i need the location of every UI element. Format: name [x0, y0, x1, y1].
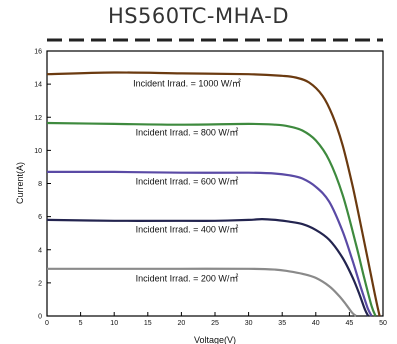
iv-curve-line — [46, 170, 373, 317]
iv-curve-line — [47, 267, 357, 317]
x-tick-label: 30 — [245, 320, 253, 327]
x-tick-label: 15 — [144, 320, 152, 327]
y-tick-label: 4 — [38, 247, 42, 254]
iv-curve-line — [46, 218, 370, 317]
x-tick-label: 40 — [312, 320, 320, 327]
chart-title: HS560TC-MHA-D — [107, 4, 290, 28]
series-lines — [46, 71, 381, 317]
axis-ticks: 0 5 10 15 20 25 30 35 40 45 50 0 2 4 6 8 10 12 14 16 — [34, 49, 387, 328]
x-tick-label: 0 — [45, 320, 49, 327]
series-label: Incident Irrad. = 400 W/㎡ — [136, 224, 239, 234]
y-axis-label: Current(A) — [15, 162, 25, 204]
series-label: Incident Irrad. = 1000 W/㎡ — [133, 79, 241, 89]
y-tick-label: 6 — [38, 214, 42, 221]
y-tick-label: 16 — [34, 49, 42, 56]
x-tick-label: 45 — [346, 320, 354, 327]
y-tick-label: 2 — [38, 280, 42, 287]
x-tick-label: 35 — [278, 320, 286, 327]
x-tick-label: 20 — [178, 320, 186, 327]
x-tick-label: 5 — [79, 320, 83, 327]
series-label: Incident Irrad. = 800 W/㎡ — [136, 128, 239, 138]
x-tick-label: 50 — [379, 320, 387, 327]
y-tick-label: 0 — [38, 314, 42, 321]
x-tick-label: 25 — [211, 320, 219, 327]
y-tick-label: 12 — [34, 115, 42, 122]
series-labels: Incident Irrad. = 1000 W/㎡ Incident Irrad… — [133, 79, 241, 284]
y-tick-label: 14 — [34, 82, 42, 89]
series-label: Incident Irrad. = 200 W/㎡ — [136, 273, 239, 283]
iv-curve-line — [46, 121, 377, 317]
series-label: Incident Irrad. = 600 W/㎡ — [136, 176, 239, 186]
x-axis-label: Voltage(V) — [194, 335, 236, 344]
y-tick-label: 8 — [38, 181, 42, 188]
y-tick-label: 10 — [34, 148, 42, 155]
iv-curve-line — [46, 71, 381, 317]
x-tick-label: 10 — [110, 320, 118, 327]
